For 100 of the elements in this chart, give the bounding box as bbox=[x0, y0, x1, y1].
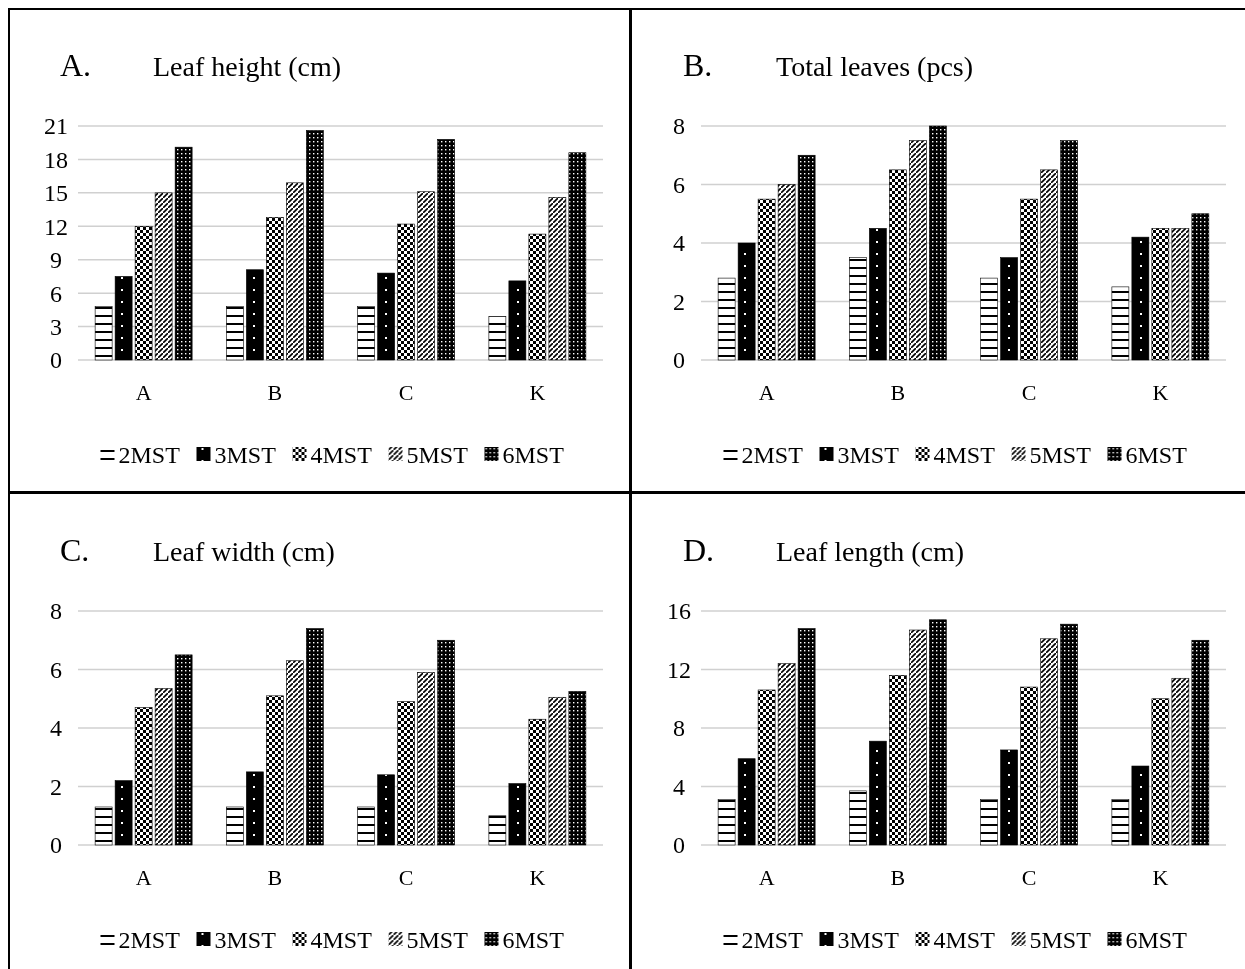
legend-label: 4MST bbox=[933, 927, 996, 954]
y-tick-label: 21 bbox=[44, 113, 68, 140]
x-tick-label: A bbox=[135, 865, 152, 890]
legend-label: 3MST bbox=[837, 442, 900, 469]
bar bbox=[1000, 749, 1018, 846]
bar bbox=[306, 628, 324, 846]
legend-label: 5MST bbox=[406, 927, 469, 954]
y-tick-label: 8 bbox=[673, 715, 685, 742]
x-tick-label: A bbox=[758, 865, 775, 890]
bar bbox=[980, 277, 998, 361]
bar bbox=[849, 790, 867, 846]
y-tick-label: 4 bbox=[673, 773, 685, 800]
text: A. bbox=[60, 47, 92, 83]
y-tick-label: 8 bbox=[50, 598, 62, 625]
bar bbox=[266, 695, 284, 846]
bar bbox=[869, 228, 887, 361]
legend-label: 4MST bbox=[933, 442, 996, 469]
legend-label: 5MST bbox=[1029, 442, 1092, 469]
bar bbox=[286, 660, 304, 846]
x-tick-label: K bbox=[1152, 380, 1169, 405]
bar bbox=[306, 130, 324, 361]
legend-label: 2MST bbox=[741, 442, 804, 469]
text: C. bbox=[60, 532, 90, 568]
x-tick-label: B bbox=[890, 380, 906, 405]
y-tick-label: 4 bbox=[50, 715, 62, 742]
x-tick-label: C bbox=[1021, 380, 1037, 405]
y-tick-label: 16 bbox=[667, 598, 691, 625]
legend-label: 2MST bbox=[118, 927, 181, 954]
x-tick-label: C bbox=[398, 865, 414, 890]
legend-label: 6MST bbox=[502, 927, 565, 954]
legend-label: 4MST bbox=[310, 442, 373, 469]
y-tick-label: 0 bbox=[50, 347, 62, 374]
legend-label: 5MST bbox=[406, 442, 469, 469]
legend-label: 6MST bbox=[1125, 927, 1188, 954]
bar bbox=[980, 799, 998, 846]
legend-label: 5MST bbox=[1029, 927, 1092, 954]
bar bbox=[226, 806, 244, 846]
bar bbox=[1060, 140, 1078, 361]
bar bbox=[417, 672, 435, 846]
bar bbox=[1060, 623, 1078, 846]
bar bbox=[929, 619, 947, 846]
bar bbox=[869, 740, 887, 846]
bar bbox=[357, 806, 375, 846]
x-tick-label: K bbox=[529, 865, 546, 890]
y-tick-label: 0 bbox=[673, 347, 685, 374]
bar bbox=[397, 701, 415, 846]
x-tick-label: A bbox=[135, 380, 152, 405]
x-tick-label: B bbox=[267, 380, 283, 405]
bar bbox=[226, 306, 244, 361]
y-tick-label: 9 bbox=[50, 247, 62, 274]
bar bbox=[1040, 169, 1058, 361]
legend-label: 2MST bbox=[741, 927, 804, 954]
y-tick-label: 15 bbox=[44, 180, 68, 207]
legend-label: 4MST bbox=[310, 927, 373, 954]
chart-title: Leaf length (cm) bbox=[776, 536, 965, 567]
legend-label: 3MST bbox=[214, 442, 277, 469]
bar bbox=[1040, 638, 1058, 846]
chart-title: Leaf height (cm) bbox=[153, 51, 342, 82]
y-tick-label: 4 bbox=[673, 230, 685, 257]
bar bbox=[377, 272, 395, 361]
legend-label: 2MST bbox=[118, 442, 181, 469]
bar bbox=[357, 306, 375, 361]
bar bbox=[437, 639, 455, 846]
y-tick-label: 12 bbox=[667, 656, 691, 683]
bar bbox=[437, 139, 455, 361]
bar bbox=[1020, 198, 1038, 361]
y-tick-label: 0 bbox=[50, 832, 62, 859]
bar bbox=[1020, 686, 1038, 846]
x-tick-label: K bbox=[529, 380, 546, 405]
bar bbox=[417, 191, 435, 361]
bar bbox=[266, 217, 284, 361]
text: D. bbox=[683, 532, 715, 568]
legend-label: 3MST bbox=[214, 927, 277, 954]
bar bbox=[909, 140, 927, 361]
chart-title: Total leaves (pcs) bbox=[776, 51, 974, 82]
y-tick-label: 12 bbox=[44, 213, 68, 240]
y-tick-label: 6 bbox=[50, 656, 62, 683]
bar bbox=[889, 675, 907, 846]
bar bbox=[909, 629, 927, 846]
bar bbox=[286, 182, 304, 361]
bar bbox=[377, 774, 395, 846]
bar bbox=[246, 771, 264, 846]
x-tick-label: C bbox=[1021, 865, 1037, 890]
y-tick-label: 0 bbox=[673, 832, 685, 859]
legend-label: 6MST bbox=[502, 442, 565, 469]
bar bbox=[246, 269, 264, 361]
x-tick-label: B bbox=[267, 865, 283, 890]
text: B. bbox=[683, 47, 713, 83]
y-tick-label: 8 bbox=[673, 113, 685, 140]
legend-label: 3MST bbox=[837, 927, 900, 954]
y-tick-label: 18 bbox=[44, 146, 68, 173]
bar bbox=[397, 223, 415, 361]
bar bbox=[849, 257, 867, 361]
bar bbox=[929, 125, 947, 361]
y-tick-label: 6 bbox=[50, 280, 62, 307]
y-tick-label: 2 bbox=[673, 288, 685, 315]
bar bbox=[1000, 257, 1018, 361]
x-tick-label: B bbox=[890, 865, 906, 890]
x-tick-label: C bbox=[398, 380, 414, 405]
legend-label: 6MST bbox=[1125, 442, 1188, 469]
